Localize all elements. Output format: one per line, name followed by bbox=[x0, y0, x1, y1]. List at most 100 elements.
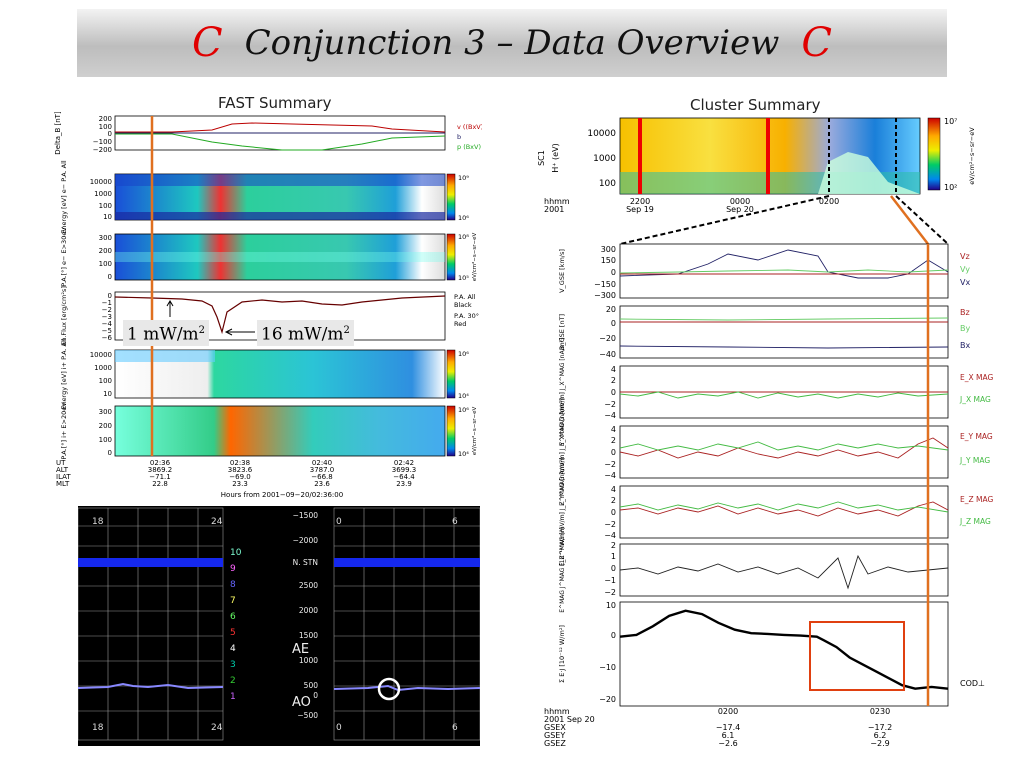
cluster-spec-tick: 100 bbox=[599, 179, 616, 189]
cluster-vel-tick: −300 bbox=[594, 291, 616, 300]
cluster-ezjz-tick: 4 bbox=[611, 485, 616, 494]
cluster-jy-line bbox=[619, 441, 949, 451]
fast-footer: UT ALT ILAT MLT 02:36 3869.2 −71.1 22.8 … bbox=[56, 459, 416, 499]
slide-title-text: Conjunction 3 – Data Overview bbox=[244, 23, 780, 63]
cluster-edotj-panel: E^MAG J^MAG [10⁻¹² W/m³] 2 1 0 −1 −2 bbox=[559, 527, 949, 613]
cluster-eyjy-legend: E_Y MAG bbox=[960, 432, 993, 441]
cluster-bottom-t1: 0200 bbox=[718, 707, 738, 716]
cluster-vy-line bbox=[619, 269, 949, 274]
fast-deltab-tick: −100 bbox=[93, 138, 112, 146]
cluster-vel-tick: 150 bbox=[601, 256, 616, 265]
cluster-bottom-axis: hhmm 2001 Sep 20 GSEX GSEY GSEZ 0200 023… bbox=[544, 707, 892, 748]
fast-electron-pa-panel: P.A.[°] e− E>30eV 300 200 100 0 10⁸ 10⁵ … bbox=[60, 227, 478, 287]
cluster-eyjy-tick: 0 bbox=[611, 448, 616, 457]
fast-i-energy-cbar-top: 10⁶ bbox=[458, 350, 469, 358]
cluster-velocity-panel: V_GSE [km/s] 300 150 0 −150 −300 Vz Vy V… bbox=[558, 243, 970, 300]
zoom-connector bbox=[895, 195, 949, 245]
fast-energy-flux-line bbox=[114, 295, 446, 335]
fast-enflux-tick: −1 bbox=[102, 299, 112, 307]
cluster-ezjz-legend: E_Z MAG bbox=[960, 495, 993, 504]
cluster-vel-tick: 0 bbox=[611, 268, 616, 277]
cluster-eyjy-tick: 4 bbox=[611, 425, 616, 434]
cluster-top-axis-t2: 0000 bbox=[730, 197, 750, 206]
ae-corner-label: 0 bbox=[336, 723, 342, 733]
fast-e-energy-tick: 1000 bbox=[94, 190, 112, 198]
fast-enflux-legend: P.A. 30° bbox=[454, 312, 479, 320]
ae-right-blue-band bbox=[334, 558, 480, 567]
ae-tick: 1000 bbox=[299, 656, 318, 665]
fast-ion-pa-panel: P.A.[°] i+ E>20eV 300 200 100 0 10⁶ 10⁴ … bbox=[60, 402, 478, 460]
fast-footer-cell: 3823.6 bbox=[228, 466, 253, 474]
ae-index-figure: 18 24 0 6 18 24 0 6 10 9 8 7 6 5 4 3 2 1 −1500 −2… bbox=[78, 506, 480, 746]
fast-enflux-ylabel: En.Flux [erg/cm²s] bbox=[60, 286, 68, 346]
cluster-b-tick: −40 bbox=[599, 350, 616, 359]
fast-i-energy-tick: 10 bbox=[103, 390, 112, 398]
fast-footer-cell: −69.0 bbox=[229, 473, 250, 481]
ae-station-number: 3 bbox=[230, 660, 236, 670]
ae-tick: 500 bbox=[304, 681, 319, 690]
cluster-edotj-tick: 0 bbox=[611, 564, 616, 573]
ae-station-list: 10 9 8 7 6 5 4 3 2 1 bbox=[230, 548, 242, 702]
fast-enflux-legend: Black bbox=[454, 301, 472, 309]
fast-e-energy-cbar-top: 10⁹ bbox=[458, 174, 469, 182]
ae-right-grid bbox=[333, 507, 480, 741]
cluster-exjx-tick: 2 bbox=[611, 376, 616, 385]
cluster-exjx-tick: −2 bbox=[604, 400, 616, 409]
ae-station-number: 2 bbox=[230, 676, 236, 686]
cluster-vel-legend: Vy bbox=[960, 265, 970, 274]
cluster-ezjz-ylabel: E_Z^MAG [mV/m] J_Z^MAG [nA/m²] bbox=[559, 458, 566, 567]
fast-deltab-tick: 0 bbox=[108, 130, 112, 138]
cluster-bx-line bbox=[619, 345, 949, 349]
cluster-b-legend: Bx bbox=[960, 341, 970, 350]
cluster-eyjy-tick: −4 bbox=[604, 471, 616, 480]
ae-left-blue-band bbox=[78, 558, 223, 567]
fast-e-pa-ylabel: P.A.[°] e− E>30eV bbox=[60, 227, 68, 287]
ae-station-number: 5 bbox=[230, 628, 236, 638]
ae-right-trace bbox=[333, 684, 480, 692]
cluster-sumej-ylabel: Σ E·J [10⁻¹² W/m²] bbox=[558, 625, 566, 683]
ae-corner-label: 0 bbox=[336, 517, 342, 527]
cluster-ezjz-tick: −2 bbox=[604, 520, 616, 529]
cluster-edotj-line bbox=[619, 554, 949, 590]
fast-e-pa-tick: 200 bbox=[99, 247, 112, 255]
cluster-ex-jx-panel: E_X^MAG [mV/m] J_X^MAG [nA/m²] 4 2 0 −2 … bbox=[559, 338, 993, 447]
cluster-top-axis-t1: 2200 bbox=[630, 197, 650, 206]
fast-e-energy-tick: 10000 bbox=[90, 178, 112, 186]
cluster-eyjy-tick: −2 bbox=[604, 460, 616, 469]
cluster-bfield-panel: B_GSE [nT] 20 0 −20 −40 Bz By Bx bbox=[558, 305, 970, 359]
fast-enflux-tick: −5 bbox=[102, 327, 112, 335]
cluster-sumej-tick: −10 bbox=[599, 663, 616, 672]
cluster-bottom-cell: −17.4 bbox=[716, 723, 741, 732]
cluster-bottom-cell: 6.2 bbox=[874, 731, 887, 740]
fast-e-pa-tick: 100 bbox=[99, 260, 112, 268]
cluster-by-line bbox=[619, 317, 949, 321]
fast-ion-energy-panel: Energy [eV] i+ P.A. All 10000 1000 100 1… bbox=[60, 338, 469, 409]
cluster-bottom-t2: 0230 bbox=[870, 707, 890, 716]
cluster-jx-line bbox=[619, 391, 949, 399]
cluster-top-axis: hhmm 2001 2200 Sep 19 0000 Sep 20 0200 bbox=[544, 197, 839, 214]
fast-e-pa-tick: 0 bbox=[108, 273, 112, 281]
ae-tick: N. STN bbox=[293, 558, 318, 567]
cluster-vel-tick: 300 bbox=[601, 245, 616, 254]
fast-i-pa-tick: 100 bbox=[99, 436, 112, 444]
cluster-top-axis-t3: 0200 bbox=[819, 197, 839, 206]
ae-corner-label: 24 bbox=[211, 517, 223, 527]
fast-e-pa-cbar-bottom: 10⁵ bbox=[458, 274, 469, 282]
fast-deltab-red-line bbox=[115, 122, 446, 133]
ae-tick: −1500 bbox=[293, 511, 319, 520]
cluster-ezjz-tick: 0 bbox=[611, 508, 616, 517]
fast-footer-rowlabel: ALT bbox=[56, 466, 69, 474]
cluster-eyjy-tick: 2 bbox=[611, 436, 616, 445]
cluster-summary-title: Cluster Summary bbox=[690, 96, 821, 114]
cluster-bottom-rowlabel: GSEX bbox=[544, 723, 566, 732]
fast-footer-rowlabel: MLT bbox=[56, 480, 70, 488]
cluster-edotj-tick: 1 bbox=[611, 552, 616, 561]
cluster-conjunction-connector bbox=[890, 195, 929, 245]
cluster-edotj-ylabel: E^MAG J^MAG [10⁻¹² W/m³] bbox=[559, 527, 566, 613]
cluster-highlight-box bbox=[809, 621, 905, 691]
slide-title: C Conjunction 3 – Data Overview C bbox=[77, 9, 947, 77]
fast-i-pa-tick: 200 bbox=[99, 422, 112, 430]
cluster-top-axis-d1: Sep 19 bbox=[626, 205, 654, 214]
ae-corner-label: 6 bbox=[452, 517, 458, 527]
ae-station-number: 9 bbox=[230, 564, 236, 574]
